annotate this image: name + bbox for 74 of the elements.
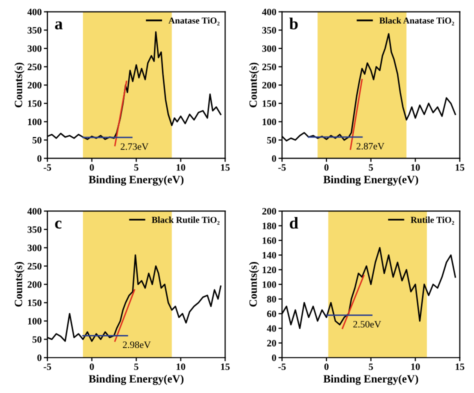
x-tick-label: 0 [324,363,329,370]
x-tick-label: -5 [44,164,52,171]
x-tick-label: 15 [221,164,230,171]
y-tick-label: 100 [28,118,42,126]
y-tick-label: 140 [262,252,276,259]
x-tick-label: 0 [90,164,94,171]
x-tick-label: 15 [221,364,230,370]
y-tick-label: 300 [28,244,42,252]
y-tick-label: 0 [272,354,276,362]
x-tick-label: 10 [176,363,186,370]
x-tick-label: 10 [411,363,420,370]
y-tick-label: 200 [28,281,42,288]
y-tick-label: 50 [267,136,276,144]
y-tick-label: 250 [28,262,42,270]
y-tick-label: 200 [28,82,42,89]
annotation: a [55,21,63,30]
y-tick-label: 400 [27,8,42,16]
annotation: d [290,216,298,229]
x-axis-title: Binding Energy(eV) [88,374,184,385]
y-tick-label: 150 [28,300,42,306]
y-tick-label: 0 [272,155,276,162]
y-tick-label: 350 [28,27,42,34]
annotation: 2.87eV [356,142,384,150]
y-tick-label: 150 [262,100,276,107]
x-tick-label: 10 [411,164,420,171]
y-tick-label: 400 [27,208,42,215]
annotation: 2.73eV [120,143,149,150]
annotation: b [289,18,298,30]
y-axis-title: Counts(s) [249,62,260,108]
y-tick-label: 300 [28,45,42,52]
y-tick-label: 400 [262,8,276,16]
y-tick-label: 250 [262,64,276,70]
x-tick-label: 5 [134,364,138,370]
y-tick-label: 0 [37,354,42,362]
y-tick-label: 0 [37,155,42,162]
y-tick-label: 200 [262,208,276,215]
x-tick-label: 0 [324,164,329,171]
y-axis-title: Counts(s) [14,262,24,307]
y-tick-label: 350 [28,226,42,233]
x-tick-label: 10 [176,164,186,171]
x-tick-label: 5 [368,364,373,370]
y-tick-label: 80 [267,296,276,302]
y-tick-label: 350 [262,27,276,34]
x-tick-label: -5 [278,164,286,171]
annotation: 2.50eV [353,320,382,328]
y-tick-label: 50 [32,136,42,144]
y-tick-label: 40 [266,325,276,332]
y-tick-label: 20 [267,340,276,346]
y-tick-label: 160 [262,237,276,244]
y-axis-title: Counts(s) [249,262,260,307]
x-tick-label: 5 [368,164,373,171]
annotation: 2.98eV [122,341,151,348]
annotation: c [55,220,62,229]
y-tick-label: 60 [267,310,276,318]
x-tick-label: 5 [134,164,138,171]
x-axis-title: Binding Energy(eV) [88,175,184,186]
y-axis-title: Counts(s) [14,62,24,108]
x-axis-title: Binding Energy(eV) [323,374,418,385]
x-tick-label: 15 [456,164,464,171]
y-tick-label: 150 [28,100,42,107]
y-tick-label: 300 [262,45,276,52]
y-tick-label: 100 [28,318,42,324]
y-tick-label: 50 [32,336,42,343]
y-tick-label: 180 [262,222,276,230]
y-tick-label: 100 [262,281,276,288]
x-tick-label: 15 [456,364,464,370]
y-tick-label: 200 [262,82,276,89]
x-tick-label: -5 [44,364,52,370]
x-tick-label: -5 [278,364,286,370]
x-tick-label: 0 [90,363,94,370]
y-tick-label: 120 [262,266,276,274]
y-tick-label: 100 [262,118,276,126]
x-axis-title: Binding Energy(eV) [323,175,418,186]
y-tick-label: 250 [28,64,42,70]
